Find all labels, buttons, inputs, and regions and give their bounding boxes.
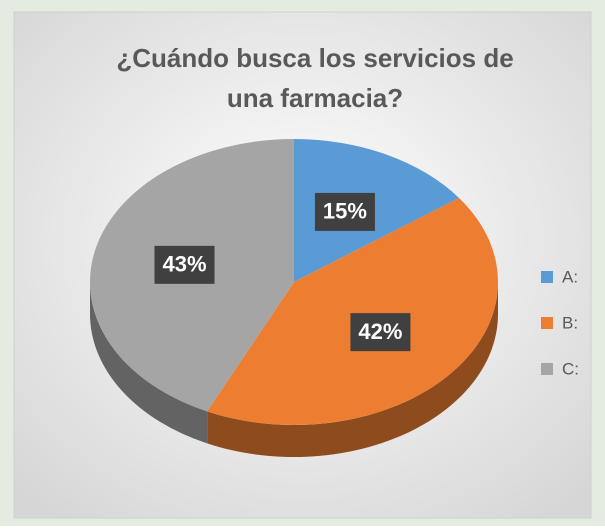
slice-side — [207, 282, 498, 458]
data-label: 42% — [358, 319, 402, 344]
slice — [294, 139, 460, 282]
data-label-box — [350, 313, 411, 352]
legend-label: C: — [562, 359, 579, 378]
data-label: 15% — [323, 199, 367, 224]
legend-swatch — [541, 271, 553, 283]
title-line: una farmacia? — [227, 83, 403, 113]
legend-swatch — [541, 363, 553, 375]
legend-label: A: — [562, 267, 578, 286]
chart-title: ¿Cuándo busca los servicios de una farmac… — [116, 43, 513, 113]
data-label: 43% — [162, 252, 206, 277]
legend-swatch — [541, 317, 553, 329]
legend-label: B: — [562, 313, 578, 332]
title-line: ¿Cuándo busca los servicios de — [116, 43, 513, 73]
slice-side — [90, 282, 208, 444]
slice — [207, 197, 498, 425]
data-label-box — [314, 192, 375, 231]
data-label-box — [154, 245, 215, 284]
